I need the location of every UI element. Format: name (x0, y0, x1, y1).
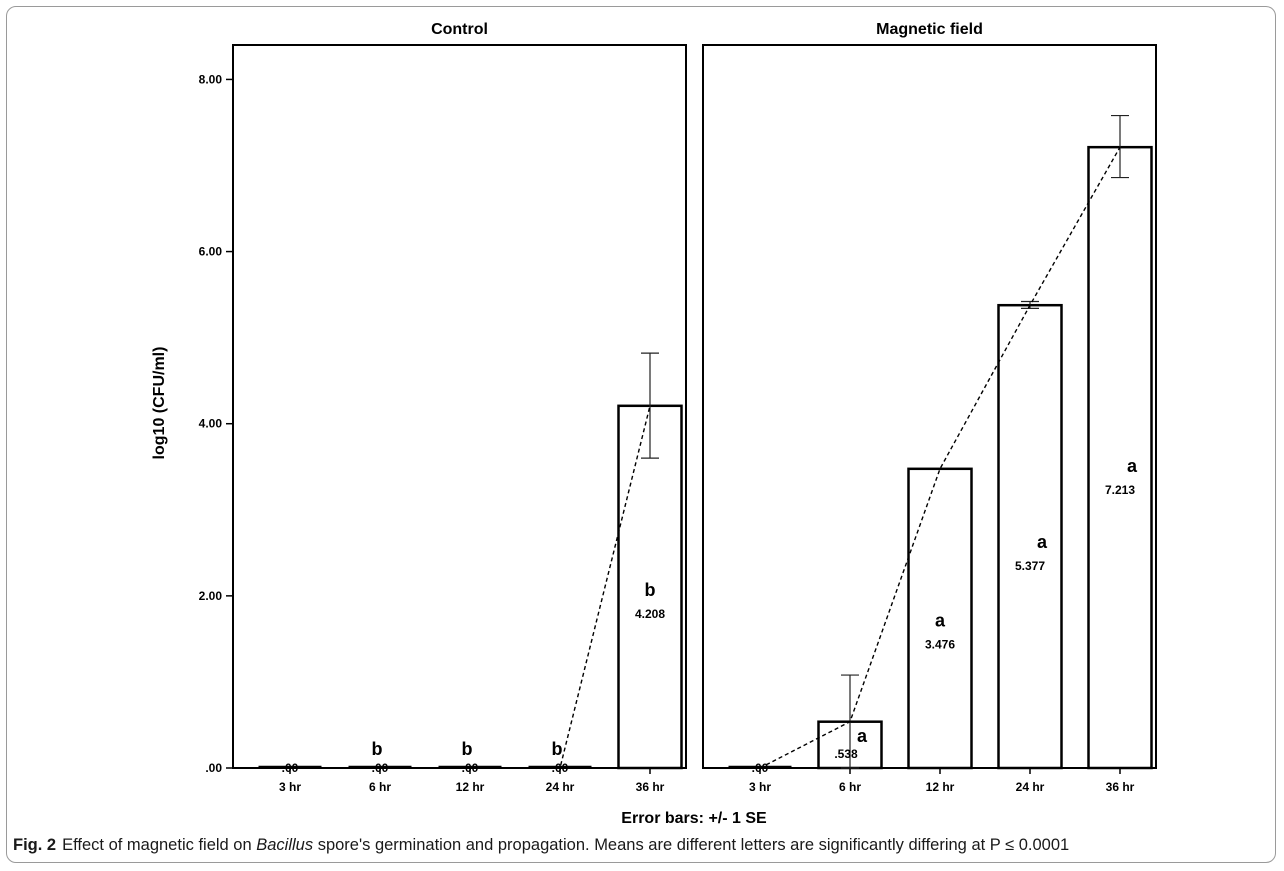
significance-letter: a (1127, 456, 1138, 476)
bar-value-label: .00 (462, 761, 479, 775)
x-tick-label: 12 hr (456, 780, 485, 794)
x-tick-label: 3 hr (279, 780, 301, 794)
x-tick-label: 24 hr (1016, 780, 1045, 794)
x-tick-label: 6 hr (369, 780, 391, 794)
panel-title: Magnetic field (876, 21, 983, 38)
caption-text-after: spore's germination and propagation. Mea… (313, 836, 1070, 854)
trend-line (759, 146, 1121, 769)
bar-value-label: 3.476 (925, 637, 955, 651)
x-tick-label: 12 hr (926, 780, 955, 794)
error-bar-footer: Error bars: +/- 1 SE (621, 810, 767, 827)
caption-label: Fig. 2 (13, 836, 57, 854)
bar-chart: .00 2.00 4.00 6.00 8.00 log10 (CFU/ml) Control… (151, 21, 1157, 827)
bar-value-label: 7.213 (1105, 483, 1135, 497)
bar-value-label: .00 (372, 761, 389, 775)
x-tick-label: 6 hr (839, 780, 861, 794)
bar (997, 303, 1063, 770)
figure-caption: Fig. 2 Effect of magnetic field on Bacill… (13, 836, 1069, 855)
panel-title: Control (431, 21, 488, 38)
bar-value-label: .538 (834, 747, 858, 761)
significance-letter: a (935, 610, 946, 630)
bar-value-label: 4.208 (635, 607, 665, 621)
trend-line (290, 405, 651, 769)
significance-letter: b (552, 739, 563, 759)
bar-value-label: 5.377 (1015, 559, 1045, 573)
significance-letter: b (462, 739, 473, 759)
y-axis-label: log10 (CFU/ml) (151, 347, 168, 460)
caption-text-before: Effect of magnetic field on (62, 836, 257, 854)
x-tick-label: 24 hr (546, 780, 575, 794)
y-tick-label: 4.00 (199, 417, 223, 431)
bar (1087, 145, 1153, 770)
caption-italic: Bacillus (256, 836, 314, 854)
x-tick-label: 36 hr (636, 780, 665, 794)
bar-value-label: .00 (552, 761, 569, 775)
significance-letter: b (372, 739, 383, 759)
significance-letter: a (857, 726, 868, 746)
significance-letter: b (645, 580, 656, 600)
y-tick-label: 8.00 (199, 72, 223, 86)
significance-letter: a (1037, 532, 1048, 552)
y-tick-label: 6.00 (199, 245, 223, 259)
y-tick-label: .00 (205, 761, 222, 775)
x-tick-label: 3 hr (749, 780, 771, 794)
figure-frame (6, 6, 1276, 863)
x-tick-label: 36 hr (1106, 780, 1135, 794)
y-tick-label: 2.00 (199, 589, 223, 603)
